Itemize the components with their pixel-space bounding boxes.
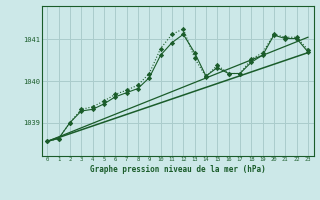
X-axis label: Graphe pression niveau de la mer (hPa): Graphe pression niveau de la mer (hPa) [90,165,266,174]
